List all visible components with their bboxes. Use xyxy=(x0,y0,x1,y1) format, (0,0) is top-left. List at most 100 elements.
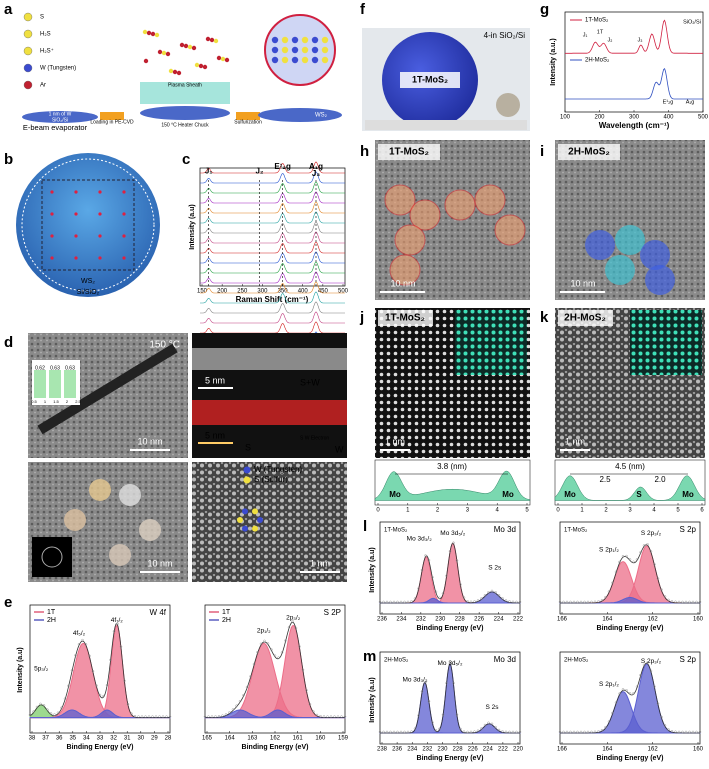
legend-label: 1T-MoS₂ xyxy=(585,18,609,24)
data-point xyxy=(569,600,572,604)
point xyxy=(122,190,126,194)
data-point xyxy=(119,645,123,648)
data-point xyxy=(389,600,392,604)
data-point xyxy=(518,730,522,734)
data-point xyxy=(688,600,691,604)
x-tick-label: 500 xyxy=(338,289,349,295)
peak-label: A₁g xyxy=(309,162,323,171)
data-point xyxy=(614,570,618,574)
peak-label: J₃ xyxy=(312,169,320,178)
point xyxy=(98,256,102,260)
data-point xyxy=(406,730,410,734)
data-point xyxy=(235,704,238,707)
domain xyxy=(494,214,526,246)
domain xyxy=(394,224,426,256)
data-point xyxy=(81,638,84,642)
legend-icon xyxy=(23,12,33,22)
data-point xyxy=(494,725,497,729)
peak-label: A₁g xyxy=(686,99,695,105)
data-point xyxy=(438,727,441,731)
data-point xyxy=(579,730,583,734)
data-point xyxy=(319,714,322,718)
data-point xyxy=(597,600,600,603)
spectrum xyxy=(200,171,345,184)
peak-label: E¹₂g xyxy=(274,162,291,171)
atom xyxy=(321,56,329,64)
sample-label: 1T-MoS₂ xyxy=(564,528,588,534)
data-point xyxy=(406,600,410,604)
data-point xyxy=(221,714,224,717)
data-point xyxy=(417,587,420,590)
data-point xyxy=(607,720,611,723)
data-point xyxy=(448,549,452,553)
data-point xyxy=(396,600,399,604)
atom xyxy=(281,46,289,54)
data-point xyxy=(476,729,480,732)
x-tick-label: 159 xyxy=(338,736,349,742)
data-point xyxy=(312,710,315,713)
data-point xyxy=(228,711,231,714)
particle xyxy=(157,49,163,55)
data-point xyxy=(130,712,133,715)
data-point xyxy=(77,643,81,646)
spectrum xyxy=(200,241,345,254)
data-point xyxy=(646,661,649,664)
label: Sulfurization xyxy=(234,119,262,125)
label: Mo xyxy=(502,490,514,499)
x-tick-label: 222 xyxy=(498,747,509,753)
x-tick-label: 228 xyxy=(453,747,464,753)
data-point xyxy=(515,600,518,604)
x-tick-label: 162 xyxy=(648,617,659,623)
x-tick-label: 29 xyxy=(151,736,158,742)
x-tick-label: 4 xyxy=(496,508,500,514)
domain xyxy=(585,230,615,260)
x-tick-label: 162 xyxy=(648,747,659,753)
data-point xyxy=(137,715,140,718)
point xyxy=(122,256,126,260)
point xyxy=(98,190,102,194)
data-point xyxy=(504,730,508,734)
shape xyxy=(32,537,72,577)
label: S+W xyxy=(300,377,320,387)
legend-icon xyxy=(23,63,33,73)
flake xyxy=(89,479,111,501)
label: 150 °C Heater Chuck xyxy=(161,122,209,128)
data-point xyxy=(273,654,277,657)
data-point xyxy=(88,654,91,658)
data-point xyxy=(562,730,565,734)
x-tick-label: 232 xyxy=(422,747,433,753)
data-point xyxy=(490,722,494,726)
data-point xyxy=(91,669,95,673)
atom xyxy=(311,36,319,44)
data-point xyxy=(635,558,639,561)
coin xyxy=(496,93,520,117)
label: 1T-MoS₂ xyxy=(389,147,429,158)
data-point xyxy=(576,730,579,734)
data-point xyxy=(420,690,424,693)
shape xyxy=(558,144,620,160)
peak-label: J₂ xyxy=(608,37,613,43)
shape xyxy=(192,348,347,370)
domain xyxy=(645,265,675,295)
data-point xyxy=(684,730,688,734)
point xyxy=(50,256,54,260)
label: Mo xyxy=(682,490,694,499)
legend-icon xyxy=(23,46,33,56)
data-point xyxy=(133,714,137,718)
point xyxy=(74,256,78,260)
peak-fit xyxy=(379,662,521,734)
data-point xyxy=(649,669,653,673)
axes-frame xyxy=(559,651,701,745)
wafer xyxy=(16,153,160,297)
data-point xyxy=(238,699,242,703)
data-point xyxy=(336,715,340,718)
data-point xyxy=(403,730,406,734)
data-point xyxy=(340,715,343,718)
x-tick-label: 200 xyxy=(594,115,605,121)
point xyxy=(74,212,78,216)
data-point xyxy=(322,715,326,718)
data-point xyxy=(473,600,476,603)
x-axis-label: Binding Energy (eV) xyxy=(597,625,664,632)
data-point xyxy=(490,589,494,593)
